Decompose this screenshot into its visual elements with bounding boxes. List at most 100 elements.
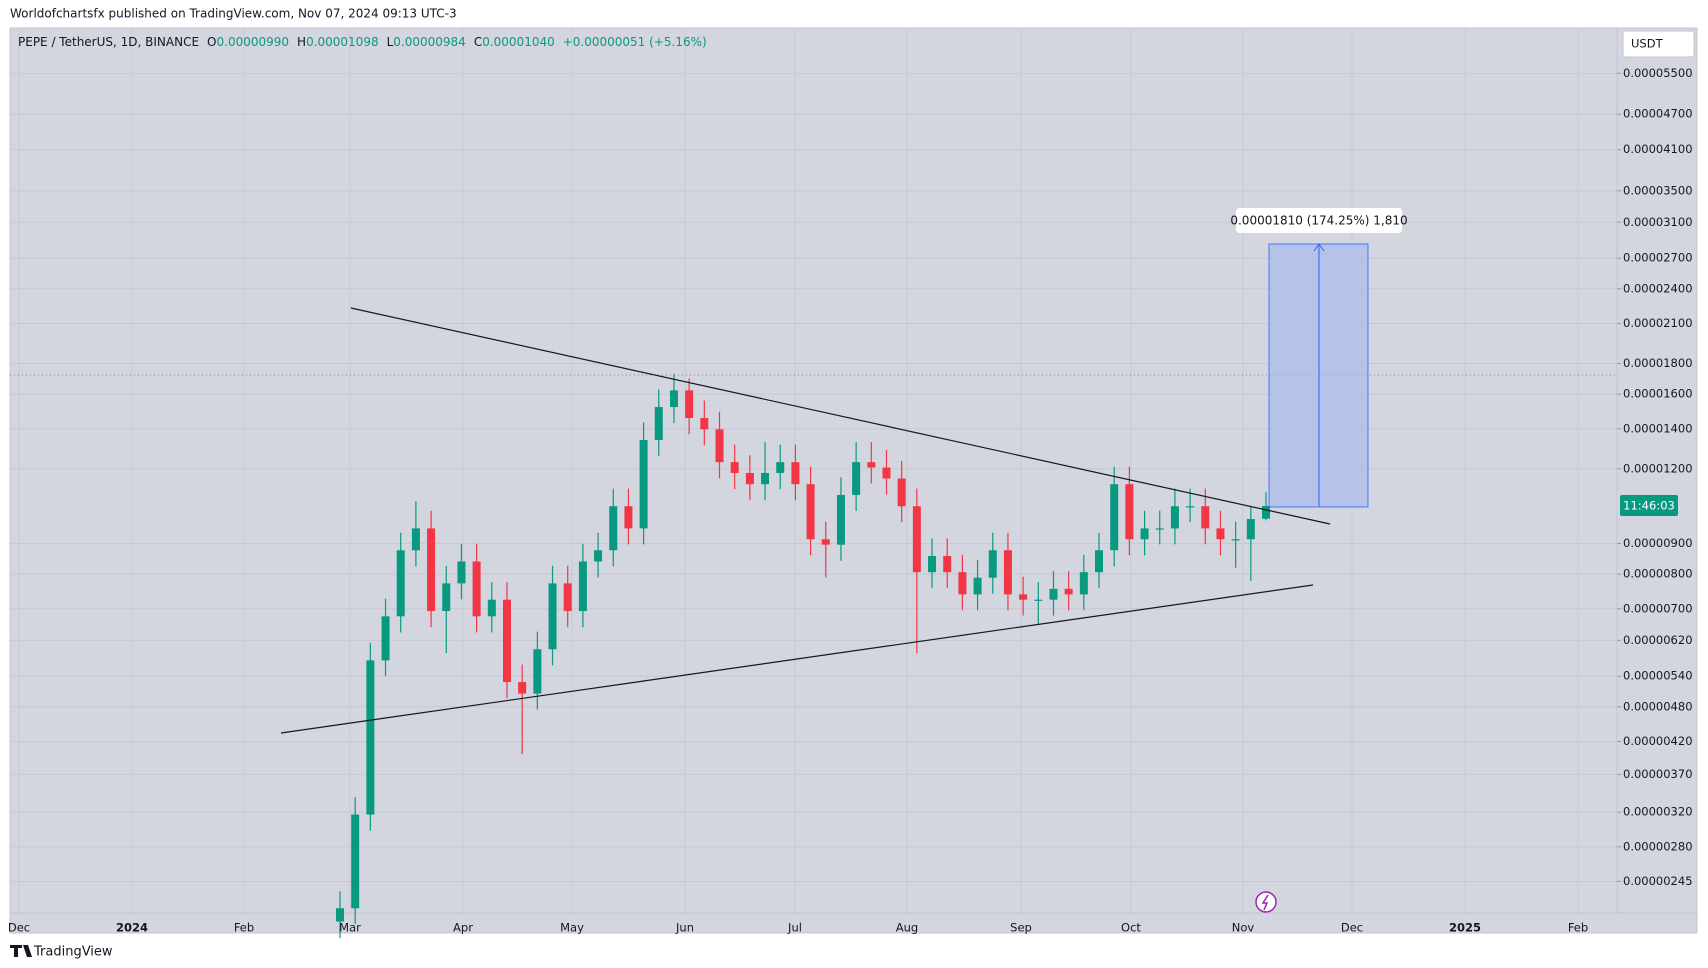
candle-body [776, 462, 785, 473]
x-tick-label: Dec [8, 921, 30, 935]
symbol: PEPE / TetherUS, 1D, BINANCE [18, 35, 199, 49]
candle-body [912, 506, 921, 573]
y-tick-label: 0.00002400 [1623, 281, 1693, 295]
candle-body [928, 555, 937, 573]
l-label: L [387, 35, 394, 49]
x-tick-label: Apr [453, 921, 473, 935]
candle-body [867, 462, 876, 468]
event-bolt [1261, 894, 1269, 911]
candle-body [366, 660, 375, 815]
candle-body [336, 908, 344, 922]
published-line: Worldofchartsfx published on TradingView… [10, 7, 457, 21]
y-tick-label: 0.00000480 [1623, 699, 1693, 713]
candle-body [381, 616, 390, 661]
event-icon[interactable] [1255, 891, 1277, 913]
y-tick-label: 0.00000245 [1623, 874, 1693, 888]
candle-body [624, 506, 633, 529]
candle-body [1201, 506, 1210, 529]
x-tick-label: 2025 [1449, 921, 1481, 935]
candle-body [730, 462, 739, 473]
candle-body [1125, 484, 1134, 540]
y-tick-label: 0.00001400 [1623, 421, 1693, 435]
x-tick-label: Dec [1341, 921, 1363, 935]
candle-body [487, 599, 496, 617]
candle-body [836, 494, 845, 545]
candle-body [639, 439, 648, 529]
price-tag [1620, 495, 1678, 516]
h-label: H [297, 35, 306, 49]
candle-body [958, 572, 967, 595]
candle-body [669, 390, 678, 408]
tv-logo [10, 945, 32, 957]
x-tick-label: Mar [339, 921, 361, 935]
x-tick-label: Jul [787, 921, 802, 935]
measure-label-box [1236, 208, 1402, 233]
x-tick-label: 2024 [116, 921, 148, 935]
lower-trendline [280, 584, 1314, 734]
candle-body [1155, 528, 1164, 530]
y-tick-label: 0.00003500 [1623, 183, 1693, 197]
candle-body [427, 528, 436, 612]
candle-body [761, 472, 770, 485]
y-tick-label: 0.00000900 [1623, 536, 1693, 550]
candle-body [988, 550, 997, 578]
candle-body [472, 561, 481, 617]
candle-body [897, 478, 906, 507]
y-tick-label: 0.00004700 [1623, 107, 1693, 121]
candle-body [502, 599, 511, 683]
candle-body [943, 555, 952, 573]
candle-body [745, 472, 754, 485]
y-tick-label: 0.00003100 [1623, 215, 1693, 229]
candle-body [1064, 588, 1073, 595]
x-tick-label: Oct [1121, 921, 1141, 935]
candle-body [442, 583, 451, 612]
high-value: 0.00001098 [306, 35, 379, 49]
x-tick-label: May [560, 921, 584, 935]
candle-body [791, 462, 800, 485]
candle-body [1095, 550, 1104, 573]
candle-body [715, 429, 724, 463]
y-tick-label: 0.00002100 [1623, 316, 1693, 330]
y-tick-label: 0.00001800 [1623, 356, 1693, 370]
plot [336, 373, 1270, 939]
y-tick-label: 0.00000420 [1623, 734, 1693, 748]
candle-body [1003, 550, 1012, 595]
candle-body [1034, 599, 1043, 601]
candle-body [396, 550, 405, 617]
currency[interactable]: USDT [1631, 37, 1664, 51]
y-tick-label: 0.00000620 [1623, 633, 1693, 647]
low-value: 0.00000984 [393, 35, 466, 49]
candle-body [1186, 506, 1195, 508]
y-tick-label: 0.00000540 [1623, 669, 1693, 683]
y-tick-label: 0.00000320 [1623, 805, 1693, 819]
candle-body [563, 583, 572, 612]
upper-trendline [350, 307, 1331, 525]
candle-body [973, 577, 982, 595]
y-tick-label: 0.00005500 [1623, 66, 1693, 80]
y-tick-label: 0.00000280 [1623, 839, 1693, 853]
candle-body [806, 484, 815, 540]
candle-body [1079, 572, 1088, 595]
candle-body [411, 528, 420, 551]
legend-line: PEPE / TetherUS, 1D, BINANCE O0.00000990 H… [18, 35, 707, 49]
countdown: 11:46:03 [1623, 499, 1675, 513]
candle-body [852, 462, 861, 495]
candle-body [351, 814, 360, 909]
candle-body [594, 550, 603, 562]
candle-body [1231, 539, 1240, 541]
currency-box[interactable] [1622, 30, 1695, 58]
x-tick-label: Jun [675, 921, 694, 935]
footer-brand: TradingView [33, 945, 113, 960]
y-tick-label: 0.00000700 [1623, 601, 1693, 615]
candle-body [1019, 594, 1028, 600]
candle-body [457, 561, 466, 584]
c-label: C [474, 35, 482, 49]
y-tick-label: 0.00001600 [1623, 387, 1693, 401]
candle-body [533, 649, 542, 694]
candle-body [685, 390, 694, 419]
candle-body [609, 506, 618, 551]
candle-body [821, 539, 830, 545]
close-value: 0.00001040 [482, 35, 555, 49]
